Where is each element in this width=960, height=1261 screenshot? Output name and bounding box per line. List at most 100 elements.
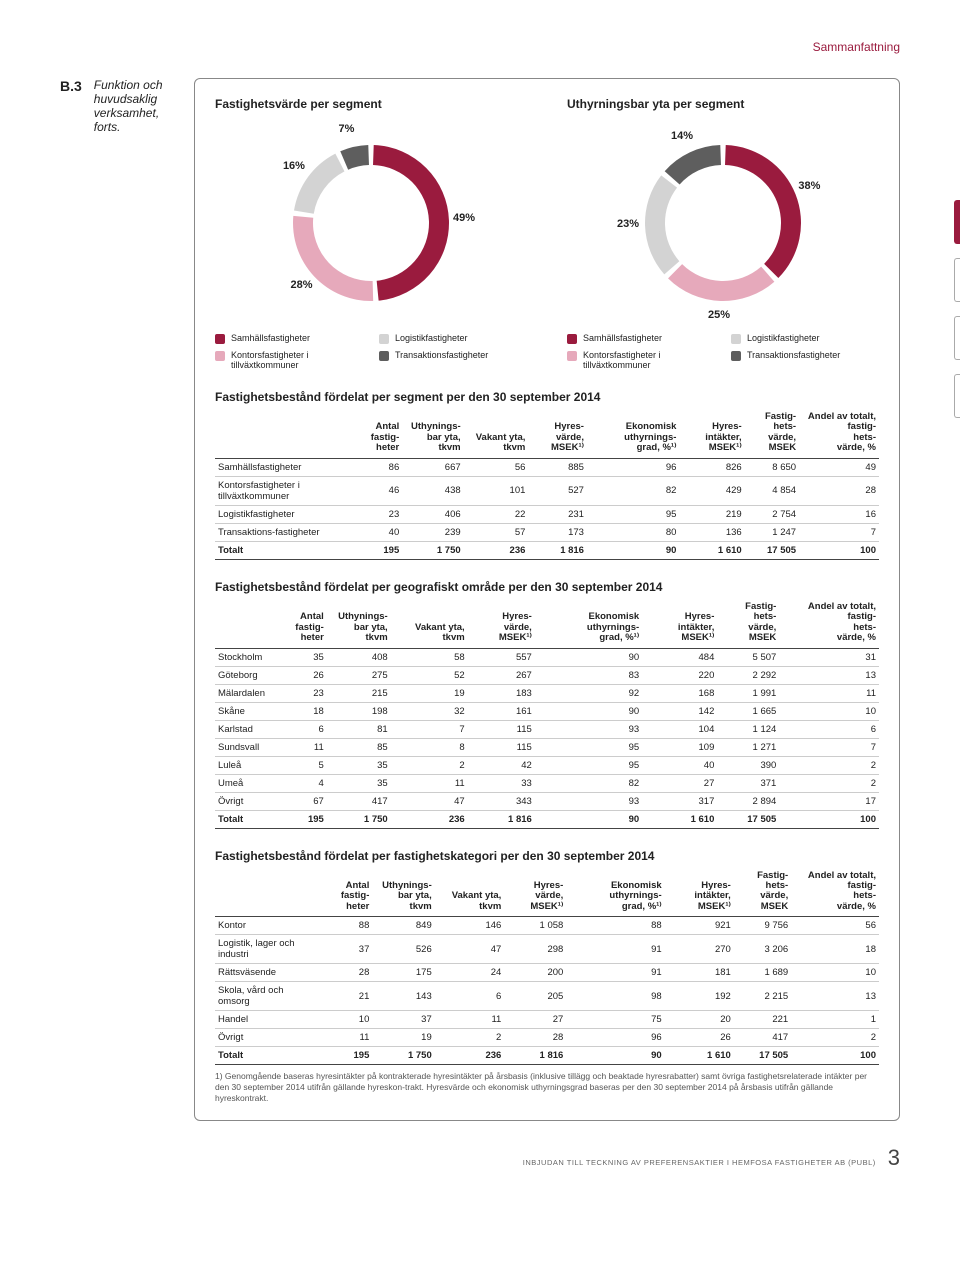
cell: 95 bbox=[535, 738, 642, 756]
footnote: 1) Genomgående baseras hyresintäkter på … bbox=[215, 1071, 879, 1104]
col-header bbox=[215, 598, 268, 648]
cell: 5 507 bbox=[717, 648, 779, 666]
cell: 236 bbox=[391, 810, 468, 828]
cell: 37 bbox=[372, 1011, 434, 1029]
cell: 168 bbox=[642, 684, 717, 702]
table-title: Fastighetsbestånd fördelat per fastighet… bbox=[215, 849, 879, 863]
cell: Göteborg bbox=[215, 666, 268, 684]
cell: 219 bbox=[679, 505, 744, 523]
cell: 1 991 bbox=[717, 684, 779, 702]
table-row: Logistik, lager och industri375264729891… bbox=[215, 935, 879, 964]
cell: 11 bbox=[391, 774, 468, 792]
cell: 109 bbox=[642, 738, 717, 756]
cell: 175 bbox=[372, 964, 434, 982]
cell: 46 bbox=[351, 476, 402, 505]
cell: 88 bbox=[566, 917, 664, 935]
legend-label: Kontorsfastigheter i tillväxtkommuner bbox=[583, 350, 715, 370]
cell: 11 bbox=[318, 1029, 372, 1047]
cell: 49 bbox=[799, 458, 879, 476]
cell: 6 bbox=[435, 982, 505, 1011]
legend-swatch bbox=[215, 334, 225, 344]
cell: 2 754 bbox=[745, 505, 799, 523]
cell: 16 bbox=[799, 505, 879, 523]
cell: 28 bbox=[799, 476, 879, 505]
cell: 17 505 bbox=[717, 810, 779, 828]
legend-swatch bbox=[731, 334, 741, 344]
cell: Skola, vård och omsorg bbox=[215, 982, 318, 1011]
cell: 1 610 bbox=[679, 541, 744, 559]
chart2-donut: 38%25%23%14% bbox=[623, 123, 823, 323]
legend-item: Kontorsfastigheter i tillväxtkommuner bbox=[215, 350, 363, 370]
col-header bbox=[215, 408, 351, 458]
cell: 1 247 bbox=[745, 523, 799, 541]
cell: 142 bbox=[642, 702, 717, 720]
cell: 239 bbox=[402, 523, 463, 541]
side-tab bbox=[954, 258, 960, 302]
legend-item: Samhällsfastigheter bbox=[567, 333, 715, 344]
table-row: Mälardalen2321519183921681 99111 bbox=[215, 684, 879, 702]
cell: 2 bbox=[779, 756, 879, 774]
cell: Logistik, lager och industri bbox=[215, 935, 318, 964]
section-number: B.3 bbox=[60, 78, 82, 94]
cell: 267 bbox=[468, 666, 535, 684]
table-title: Fastighetsbestånd fördelat per segment p… bbox=[215, 390, 879, 404]
cell: 17 505 bbox=[734, 1047, 791, 1065]
cell: 1 610 bbox=[665, 1047, 734, 1065]
cell: 26 bbox=[268, 666, 327, 684]
content-box: Fastighetsvärde per segment 49%28%16%7% … bbox=[194, 78, 900, 1121]
cell: Samhällsfastigheter bbox=[215, 458, 351, 476]
legend-item: Samhällsfastigheter bbox=[215, 333, 363, 344]
cell: 40 bbox=[351, 523, 402, 541]
legend-swatch bbox=[567, 351, 577, 361]
table-row: Handel1037112775202211 bbox=[215, 1011, 879, 1029]
table-row: Umeå435113382273712 bbox=[215, 774, 879, 792]
col-header: Hyres-värde, MSEK¹⁾ bbox=[504, 867, 566, 917]
cell: 31 bbox=[779, 648, 879, 666]
cell: 298 bbox=[504, 935, 566, 964]
cell: 2 292 bbox=[717, 666, 779, 684]
page-number: 3 bbox=[888, 1145, 900, 1171]
col-header: Vakant yta, tkvm bbox=[435, 867, 505, 917]
table-row: Göteborg2627552267832202 29213 bbox=[215, 666, 879, 684]
col-header: Antal fastig-heter bbox=[268, 598, 327, 648]
col-header bbox=[215, 867, 318, 917]
cell: 42 bbox=[468, 756, 535, 774]
cell: 2 215 bbox=[734, 982, 791, 1011]
table-row: Skola, vård och omsorg211436205981922 21… bbox=[215, 982, 879, 1011]
section-title: Funktion och huvudsaklig verksamhet, for… bbox=[94, 78, 170, 134]
cell: 21 bbox=[318, 982, 372, 1011]
cell: 849 bbox=[372, 917, 434, 935]
col-header: Hyres-intäkter, MSEK¹⁾ bbox=[665, 867, 734, 917]
col-header: Vakant yta, tkvm bbox=[464, 408, 529, 458]
data-table: Antal fastig-heterUthynings-bar yta, tkv… bbox=[215, 598, 879, 829]
table-row-total: Totalt1951 7502361 816901 61017 505100 bbox=[215, 1047, 879, 1065]
table-row: Logistikfastigheter2340622231952192 7541… bbox=[215, 505, 879, 523]
cell: 195 bbox=[318, 1047, 372, 1065]
slice-label: 38% bbox=[798, 180, 820, 192]
legend-label: Logistikfastigheter bbox=[395, 333, 468, 343]
cell: Karlstad bbox=[215, 720, 268, 738]
col-header: Ekonomisk uthyrnings-grad, %¹⁾ bbox=[535, 598, 642, 648]
cell: 88 bbox=[318, 917, 372, 935]
col-header: Hyres-värde, MSEK¹⁾ bbox=[528, 408, 587, 458]
col-header: Uthynings-bar yta, tkvm bbox=[402, 408, 463, 458]
cell: 80 bbox=[587, 523, 679, 541]
cell: 90 bbox=[566, 1047, 664, 1065]
cell: Kontorsfastigheter i tillväxtkommuner bbox=[215, 476, 351, 505]
cell: 183 bbox=[468, 684, 535, 702]
cell: 90 bbox=[535, 648, 642, 666]
cell: 9 756 bbox=[734, 917, 791, 935]
cell: 195 bbox=[268, 810, 327, 828]
cell: Luleå bbox=[215, 756, 268, 774]
page-header: Sammanfattning bbox=[60, 40, 900, 54]
table-row: Sundsvall11858115951091 2717 bbox=[215, 738, 879, 756]
legend-label: Samhällsfastigheter bbox=[583, 333, 662, 343]
legend-label: Kontorsfastigheter i tillväxtkommuner bbox=[231, 350, 363, 370]
cell: 408 bbox=[327, 648, 391, 666]
cell: 11 bbox=[435, 1011, 505, 1029]
cell: 35 bbox=[327, 774, 391, 792]
col-header: Fastig-hets-värde, MSEK bbox=[745, 408, 799, 458]
col-header: Vakant yta, tkvm bbox=[391, 598, 468, 648]
cell: 98 bbox=[566, 982, 664, 1011]
cell: 26 bbox=[665, 1029, 734, 1047]
